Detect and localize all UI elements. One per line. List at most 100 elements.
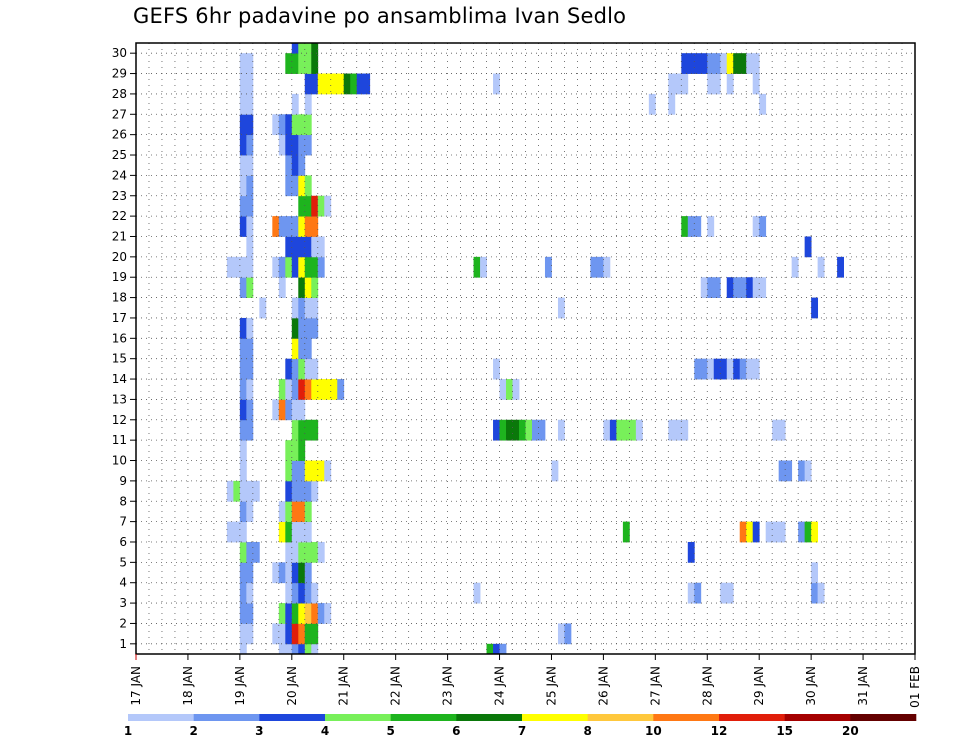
heat-cell bbox=[817, 582, 825, 604]
heat-cell bbox=[239, 603, 247, 624]
heat-cell bbox=[603, 419, 611, 441]
heat-cell bbox=[246, 134, 254, 156]
heat-cell bbox=[298, 379, 306, 400]
x-tick-label: 22 JAN bbox=[389, 666, 403, 706]
heat-cell bbox=[291, 419, 299, 441]
heat-cell bbox=[278, 379, 286, 400]
heat-cell bbox=[330, 379, 338, 400]
heat-cell bbox=[311, 216, 319, 237]
heat-cell bbox=[304, 175, 312, 197]
heat-cell bbox=[298, 643, 306, 655]
heat-cell bbox=[304, 419, 312, 441]
heat-cell bbox=[233, 480, 241, 502]
heat-cell bbox=[551, 460, 559, 482]
heat-cell bbox=[233, 521, 241, 543]
heat-cell bbox=[681, 73, 689, 95]
heat-cell bbox=[291, 460, 299, 482]
heat-cell bbox=[285, 521, 293, 543]
x-tick-label: 24 JAN bbox=[493, 666, 507, 706]
heat-cell bbox=[246, 236, 254, 258]
heat-cell bbox=[298, 43, 306, 54]
heat-cell bbox=[785, 460, 793, 482]
heat-cell bbox=[304, 603, 312, 624]
heat-cell bbox=[304, 216, 312, 237]
heat-cell bbox=[687, 216, 695, 237]
colorbar-swatch bbox=[653, 714, 720, 721]
heat-cell bbox=[746, 53, 754, 74]
heat-cell bbox=[246, 541, 254, 563]
plot-frame bbox=[135, 42, 916, 655]
colorbar-label: 4 bbox=[321, 724, 329, 738]
heat-cell bbox=[739, 53, 747, 74]
heat-cell bbox=[298, 256, 306, 278]
heat-cell bbox=[635, 419, 643, 441]
heat-cell bbox=[772, 419, 780, 441]
heat-cell bbox=[304, 53, 312, 74]
y-tick-label: 14 bbox=[112, 372, 127, 386]
heat-cell bbox=[317, 460, 325, 482]
heat-cell bbox=[304, 256, 312, 278]
heat-cell bbox=[486, 643, 494, 655]
heat-cell bbox=[239, 358, 247, 380]
heat-cell bbox=[317, 603, 325, 624]
heat-cell bbox=[239, 73, 247, 95]
heat-cell bbox=[752, 216, 760, 237]
heat-cell bbox=[311, 358, 319, 380]
heat-cell bbox=[746, 277, 754, 298]
heat-cell bbox=[713, 73, 721, 95]
heat-cell bbox=[239, 643, 247, 655]
heat-cell bbox=[311, 317, 319, 339]
heat-cell bbox=[765, 521, 773, 543]
heat-cell bbox=[713, 277, 721, 298]
y-tick-label: 23 bbox=[112, 189, 127, 203]
y-tick-label: 25 bbox=[112, 148, 127, 162]
heat-cell bbox=[291, 155, 299, 176]
y-tick-label: 6 bbox=[119, 535, 127, 549]
heat-cell bbox=[291, 175, 299, 197]
heat-cell bbox=[603, 256, 611, 278]
heat-cell bbox=[739, 358, 747, 380]
heat-cell bbox=[596, 256, 604, 278]
heat-cell bbox=[291, 501, 299, 523]
heat-cell bbox=[278, 256, 286, 278]
heat-cell bbox=[291, 603, 299, 624]
heat-cell bbox=[531, 419, 539, 441]
heat-cell bbox=[499, 419, 507, 441]
heat-cell bbox=[285, 623, 293, 645]
heat-cell bbox=[298, 338, 306, 360]
y-tick-label: 11 bbox=[112, 433, 127, 447]
heat-cell bbox=[298, 358, 306, 380]
heat-cell bbox=[324, 379, 332, 400]
heat-cell bbox=[291, 358, 299, 380]
heat-cell bbox=[317, 541, 325, 563]
heat-cell bbox=[356, 73, 364, 95]
heat-cell bbox=[239, 155, 247, 176]
heat-cell bbox=[246, 155, 254, 176]
heat-cell bbox=[538, 419, 546, 441]
heat-cell bbox=[252, 541, 260, 563]
heat-cell bbox=[246, 480, 254, 502]
plot-border bbox=[135, 42, 916, 655]
heat-cell bbox=[817, 256, 825, 278]
y-tick-label: 29 bbox=[112, 67, 127, 81]
heat-cell bbox=[304, 297, 312, 319]
heat-cell bbox=[311, 623, 319, 645]
y-tick-label: 8 bbox=[119, 494, 127, 508]
heat-cell bbox=[707, 358, 715, 380]
heat-cell bbox=[298, 480, 306, 502]
heat-cell bbox=[291, 236, 299, 258]
heat-cell bbox=[291, 53, 299, 74]
heat-cell bbox=[609, 419, 617, 441]
heat-cell bbox=[311, 541, 319, 563]
x-tick-label: 26 JAN bbox=[596, 666, 610, 706]
heat-cell bbox=[304, 236, 312, 258]
heat-cell bbox=[304, 195, 312, 217]
y-tick-label: 4 bbox=[119, 576, 127, 590]
heat-cell bbox=[285, 256, 293, 278]
heat-cell bbox=[746, 358, 754, 380]
heat-cell bbox=[298, 603, 306, 624]
heat-cell bbox=[239, 460, 247, 482]
heat-cell bbox=[278, 643, 286, 655]
heat-cell bbox=[674, 73, 682, 95]
heat-cell bbox=[837, 256, 844, 278]
